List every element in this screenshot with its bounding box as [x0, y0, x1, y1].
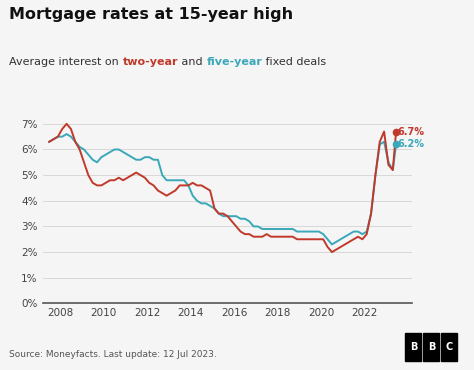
Text: B: B	[410, 342, 417, 352]
Text: B: B	[428, 342, 435, 352]
Text: 6.7%: 6.7%	[398, 127, 425, 137]
Text: five-year: five-year	[206, 57, 262, 67]
Text: and: and	[178, 57, 206, 67]
Text: Mortgage rates at 15-year high: Mortgage rates at 15-year high	[9, 7, 293, 23]
Text: 6.2%: 6.2%	[398, 139, 425, 149]
Text: Average interest on: Average interest on	[9, 57, 123, 67]
Text: C: C	[446, 342, 453, 352]
Text: Source: Moneyfacts. Last update: 12 Jul 2023.: Source: Moneyfacts. Last update: 12 Jul …	[9, 350, 217, 359]
Text: fixed deals: fixed deals	[262, 57, 327, 67]
Text: two-year: two-year	[123, 57, 178, 67]
